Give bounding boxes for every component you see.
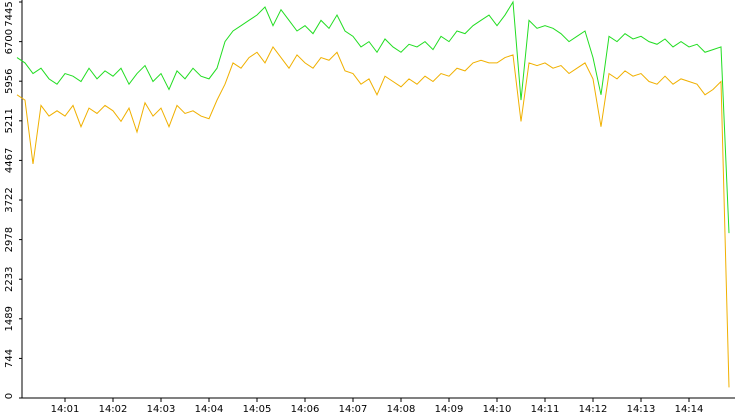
y-tick-label: 5956 <box>4 68 15 93</box>
y-tick-label: 6700 <box>4 29 15 54</box>
x-tick-label: 14:14 <box>675 404 704 415</box>
x-tick-label: 14:08 <box>387 404 416 415</box>
x-tick-label: 14:04 <box>195 404 224 415</box>
y-tick-label: 2233 <box>4 267 15 292</box>
y-tick-label: 744 <box>4 349 15 368</box>
x-tick-label: 14:02 <box>99 404 128 415</box>
x-tick-label: 14:12 <box>579 404 608 415</box>
y-tick-label: 2978 <box>4 227 15 252</box>
x-tick-label: 14:05 <box>243 404 272 415</box>
y-tick-label: 7445 <box>4 1 15 26</box>
x-tick-label: 14:13 <box>627 404 656 415</box>
y-tick-label: 0 <box>4 393 15 399</box>
x-tick-label: 14:11 <box>531 404 560 415</box>
y-tick-label: 3722 <box>4 187 15 212</box>
series-line <box>16 46 730 388</box>
x-tick-label: 14:01 <box>51 404 80 415</box>
x-tick-label: 14:10 <box>483 404 512 415</box>
x-tick-label: 14:03 <box>147 404 176 415</box>
x-tick-label: 14:09 <box>435 404 464 415</box>
series-line <box>16 0 730 234</box>
x-tick-label: 14:07 <box>339 404 368 415</box>
y-tick-label: 1489 <box>4 306 15 331</box>
y-tick-label: 5211 <box>4 108 15 133</box>
x-tick-label: 14:06 <box>291 404 320 415</box>
y-tick-label: 4467 <box>4 148 15 173</box>
